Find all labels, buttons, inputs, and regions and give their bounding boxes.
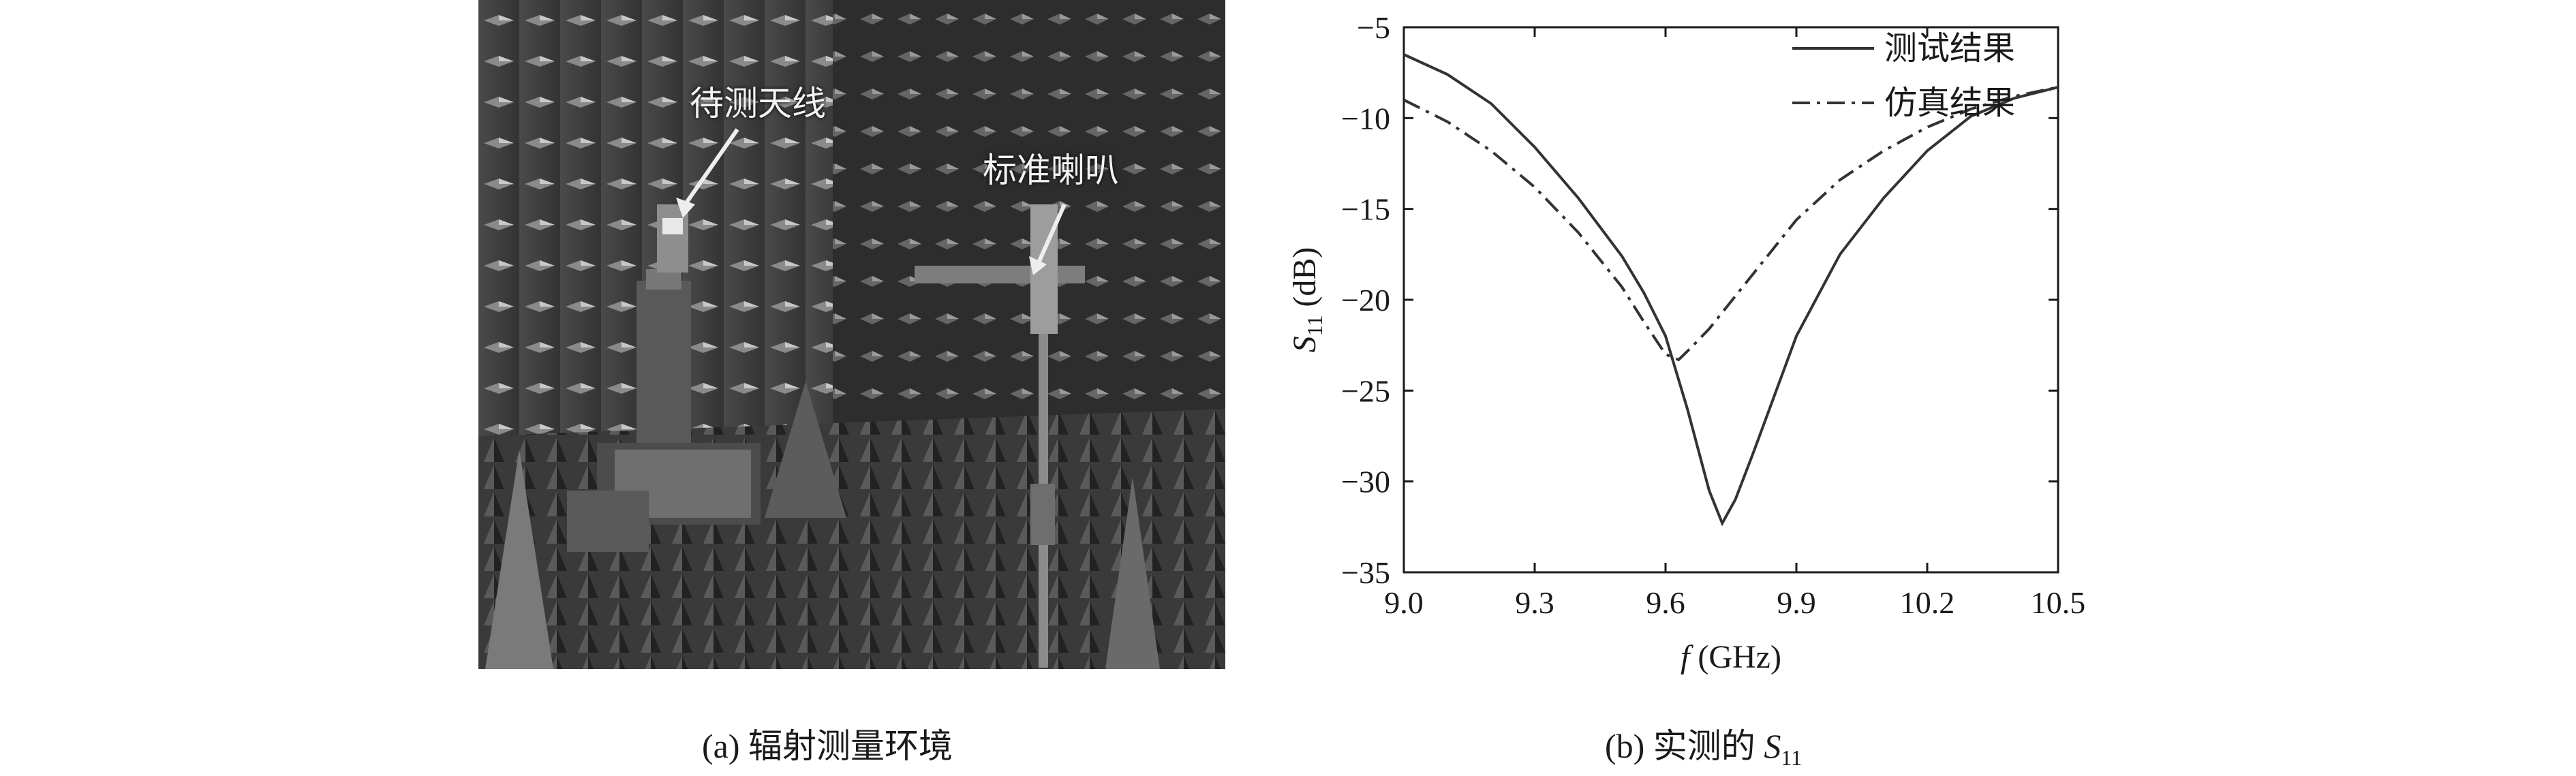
- x-tick-label: 10.5: [2031, 585, 2086, 620]
- x-tick-label: 9.9: [1777, 585, 1816, 620]
- y-tick-label: −15: [1341, 192, 1390, 227]
- y-tick-label: −30: [1341, 465, 1390, 499]
- y-tick-label: −25: [1341, 373, 1390, 408]
- x-tick-label: 10.2: [1900, 585, 1955, 620]
- legend-entry-2: 仿真结果: [1884, 85, 2015, 121]
- x-tick-label: 9.6: [1646, 585, 1685, 620]
- x-tick-label: 9.3: [1515, 585, 1554, 620]
- legend-entry-1: 测试结果: [1884, 31, 2015, 67]
- caption-a: (a) 辐射测量环境: [702, 727, 953, 765]
- y-tick-label: −5: [1357, 10, 1390, 45]
- s11-chart: 9.0 9.3 9.6 9.9 10.2 10.5 −5 −10 −15 −20 −25 −30 −35…: [1254, 0, 2140, 715]
- y-tick-label: −35: [1341, 555, 1390, 590]
- y-tick-label: −10: [1341, 101, 1390, 136]
- standard-horn-label: 标准喇叭: [983, 151, 1119, 190]
- caption-b-symbol: S: [1764, 727, 1781, 765]
- x-axis-label: f (GHz): [1681, 639, 1781, 675]
- x-tick-label: 9.0: [1384, 585, 1424, 620]
- series-line-1: [1403, 53, 2059, 527]
- chamber-photo-drawing: [478, 0, 1225, 669]
- s11-chart-svg: 9.0 9.3 9.6 9.9 10.2 10.5 −5 −10 −15 −20 −25 −30 −35…: [1287, 10, 2086, 675]
- caption-b-subscript: 11: [1781, 745, 1803, 770]
- series-line-2: [1403, 86, 2059, 362]
- caption-b-prefix: (b) 实测的: [1605, 727, 1755, 765]
- caption-b: (b) 实测的 S11: [1605, 719, 1802, 771]
- y-tick-label: −20: [1341, 283, 1390, 317]
- y-axis-label: S11 (dB): [1287, 247, 1327, 353]
- antenna-under-test-label: 待测天线: [690, 84, 826, 123]
- chamber-photo: 待测天线 标准喇叭: [478, 0, 1225, 669]
